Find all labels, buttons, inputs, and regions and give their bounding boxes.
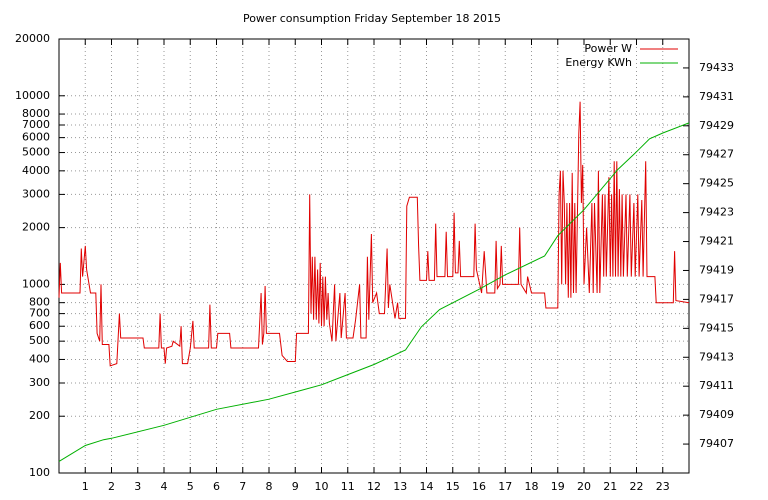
y2-tick-label: 79427 bbox=[699, 148, 734, 161]
x-tick-label: 5 bbox=[187, 480, 194, 493]
y2-tick-label: 79433 bbox=[699, 61, 734, 74]
x-tick-label: 23 bbox=[656, 480, 670, 493]
y-tick-label: 10000 bbox=[15, 89, 50, 102]
chart-title: Power consumption Friday September 18 20… bbox=[243, 12, 501, 25]
y-tick-label: 1000 bbox=[22, 277, 50, 290]
y-tick-label: 2000 bbox=[22, 221, 50, 234]
x-tick-label: 16 bbox=[472, 480, 486, 493]
y2-tick-label: 79419 bbox=[699, 263, 734, 276]
x-tick-label: 15 bbox=[446, 480, 460, 493]
y2-tick-label: 79429 bbox=[699, 119, 734, 132]
y-tick-label: 500 bbox=[29, 334, 50, 347]
y2-tick-label: 79431 bbox=[699, 90, 734, 103]
x-tick-label: 12 bbox=[367, 480, 381, 493]
x-tick-label: 1 bbox=[82, 480, 89, 493]
y2-tick-label: 79423 bbox=[699, 206, 734, 219]
legend-label: Energy KWh bbox=[565, 56, 632, 69]
x-tick-label: 14 bbox=[420, 480, 434, 493]
x-tick-label: 6 bbox=[213, 480, 220, 493]
x-tick-label: 19 bbox=[551, 480, 565, 493]
x-tick-label: 7 bbox=[239, 480, 246, 493]
y-tick-label: 20000 bbox=[15, 32, 50, 45]
x-tick-label: 4 bbox=[161, 480, 168, 493]
y2-tick-label: 79411 bbox=[699, 379, 734, 392]
x-tick-label: 20 bbox=[577, 480, 591, 493]
y-tick-label: 100 bbox=[29, 466, 50, 479]
y2-tick-label: 79415 bbox=[699, 321, 734, 334]
x-tick-label: 18 bbox=[525, 480, 539, 493]
line-series bbox=[58, 122, 690, 462]
x-tick-label: 11 bbox=[341, 480, 355, 493]
x-tick-label: 3 bbox=[134, 480, 141, 493]
x-tick-label: 13 bbox=[393, 480, 407, 493]
y-tick-label: 700 bbox=[29, 307, 50, 320]
line-series bbox=[58, 101, 690, 367]
y2-tick-label: 79413 bbox=[699, 350, 734, 363]
x-tick-label: 8 bbox=[266, 480, 273, 493]
x-tick-label: 2 bbox=[108, 480, 115, 493]
x-tick-label: 21 bbox=[603, 480, 617, 493]
y-tick-label: 8000 bbox=[22, 107, 50, 120]
x-tick-label: 17 bbox=[498, 480, 512, 493]
x-tick-label: 10 bbox=[315, 480, 329, 493]
y2-tick-label: 79425 bbox=[699, 177, 734, 190]
y-tick-label: 6000 bbox=[22, 131, 50, 144]
legend-label: Power W bbox=[584, 42, 632, 55]
x-tick-label: 9 bbox=[292, 480, 299, 493]
y-tick-label: 7000 bbox=[22, 118, 50, 131]
y-tick-label: 4000 bbox=[22, 164, 50, 177]
y-tick-label: 400 bbox=[29, 352, 50, 365]
y-tick-label: 600 bbox=[29, 319, 50, 332]
y-tick-label: 5000 bbox=[22, 146, 50, 159]
y2-tick-label: 79417 bbox=[699, 292, 734, 305]
y-tick-label: 3000 bbox=[22, 187, 50, 200]
plot-border bbox=[58, 38, 690, 474]
y-tick-label: 300 bbox=[29, 376, 50, 389]
y-tick-label: 800 bbox=[29, 296, 50, 309]
x-tick-label: 22 bbox=[630, 480, 644, 493]
y2-tick-label: 79409 bbox=[699, 408, 734, 421]
y-tick-label: 200 bbox=[29, 409, 50, 422]
y2-tick-label: 79421 bbox=[699, 235, 734, 248]
y2-tick-label: 79407 bbox=[699, 437, 734, 450]
